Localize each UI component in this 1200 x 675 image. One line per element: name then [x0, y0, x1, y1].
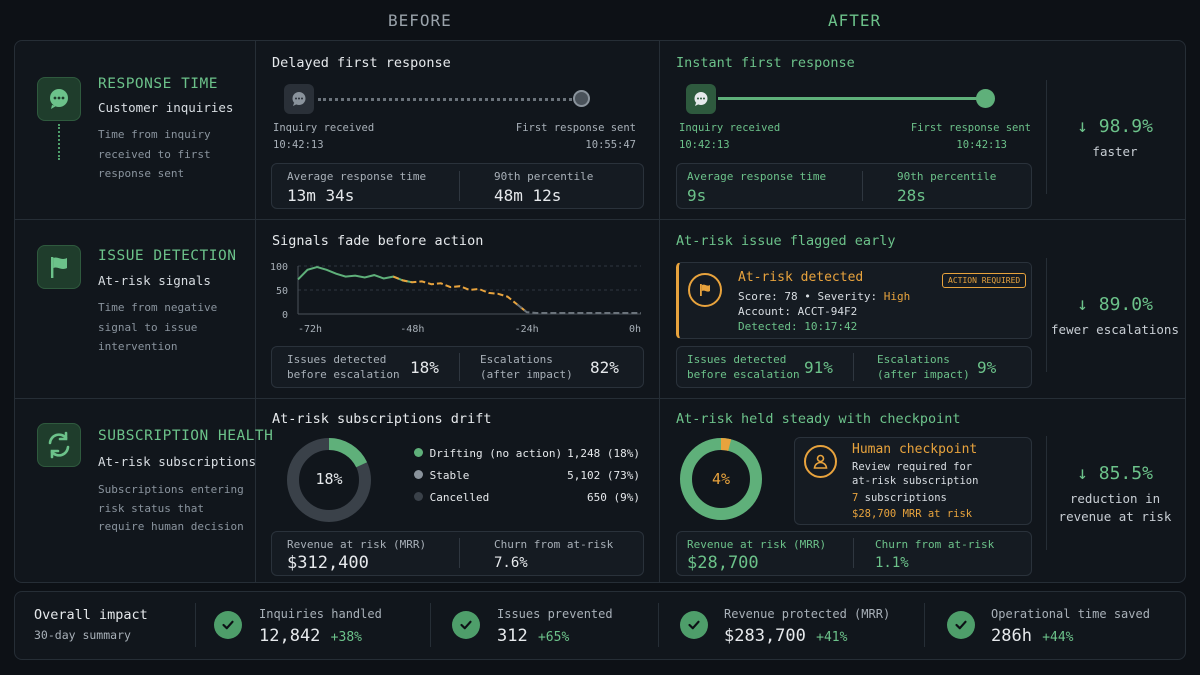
stat-box [676, 346, 1032, 388]
panel-title: Signals fade before action [272, 233, 484, 249]
stat-box [271, 163, 644, 209]
chat-bubble-icon [284, 84, 314, 114]
row-description: Time from negative signal to issue inter… [98, 301, 218, 353]
summary-delta: +44% [1042, 630, 1074, 645]
summary-delta: +38% [330, 630, 362, 645]
summary-subtitle: 30-day summary [34, 628, 131, 642]
row-title-subscription-health: SUBSCRIPTION HEALTH [98, 428, 274, 444]
panel-title: At-risk held steady with checkpoint [676, 411, 961, 427]
panel-title: Delayed first response [272, 55, 451, 71]
alert-title: At-risk detected [738, 270, 864, 285]
row-title-issue-detection: ISSUE DETECTION [98, 248, 237, 264]
check-circle-icon [452, 611, 480, 639]
panel-title: At-risk issue flagged early [676, 233, 896, 249]
p90-value: 28s [897, 186, 926, 205]
churn-value: 7.6% [494, 555, 528, 571]
avg-response-value: 13m 34s [287, 186, 355, 205]
issues-detected-value: 91% [804, 358, 833, 377]
action-required-badge: ACTION REQUIRED [942, 273, 1027, 288]
timeline-solid [718, 97, 978, 100]
signal-series-line [297, 265, 413, 284]
impact-desc: faster [1092, 144, 1138, 159]
mrr-value: $312,400 [287, 553, 369, 573]
y-tick-label: 100 [270, 262, 288, 273]
account-id: Account: ACCT-94F2 [738, 305, 858, 318]
p90-value: 48m 12s [494, 186, 562, 205]
checkpoint-title: Human checkpoint [852, 442, 978, 457]
summary-value: 286h [991, 626, 1032, 646]
person-icon [804, 445, 837, 478]
timeline-end-node [573, 90, 590, 107]
subscription-donut-chart [287, 438, 371, 522]
stat-box [676, 531, 1032, 576]
legend-item: Cancelled 650 (9%) [414, 486, 640, 508]
flag-icon [37, 245, 81, 289]
row-subtitle: Customer inquiries [98, 100, 234, 115]
checkpoint-count: 7 [852, 492, 859, 504]
check-circle-icon [680, 611, 708, 639]
panel-title: At-risk subscriptions drift [272, 411, 492, 427]
row-subtitle: At-risk signals [98, 273, 211, 288]
before-header: BEFORE [388, 11, 452, 30]
subscription-donut-chart [680, 438, 762, 520]
impact-value: ↓ 98.9% [1077, 116, 1153, 137]
avg-response-value: 9s [687, 186, 707, 205]
donut-center-label: 18% [315, 470, 343, 488]
summary-delta: +65% [537, 630, 570, 645]
donut-legend: Drifting (no action) 1,248 (18%) Stable 5,… [414, 442, 640, 508]
checkpoint-mrr: $28,700 MRR at risk [852, 508, 973, 520]
summary-delta: +41% [816, 630, 848, 645]
signal-line-chart: 100 50 0 -72h -48h -24h 0h [270, 262, 641, 335]
row-description: Time from inquiry received to first resp… [98, 128, 211, 180]
summary-value: $283,700 [724, 626, 806, 646]
signal-series-line [392, 275, 528, 313]
stat-box [271, 346, 644, 388]
legend-item: Stable 5,102 (73%) [414, 464, 640, 486]
overall-impact-summary [14, 591, 1186, 660]
churn-value: 1.1% [875, 555, 909, 571]
signal-series-line [516, 303, 641, 314]
x-tick-label: -24h [515, 324, 539, 335]
after-header: AFTER [828, 11, 882, 30]
refresh-icon [37, 423, 81, 467]
chat-bubble-icon [37, 77, 81, 121]
detected-time: Detected: 10:17:42 [738, 320, 858, 333]
escalations-value: 9% [977, 358, 997, 377]
escalations-value: 82% [590, 358, 619, 377]
row-subtitle: At-risk subscriptions [98, 454, 257, 469]
check-circle-icon [947, 611, 975, 639]
legend-item: Drifting (no action) 1,248 (18%) [414, 442, 640, 464]
timeline-dotted [318, 98, 572, 101]
flag-icon [688, 273, 722, 307]
mrr-value: $28,700 [687, 553, 759, 573]
stat-box [676, 163, 1032, 209]
x-tick-label: 0h [629, 324, 641, 335]
impact-desc: fewer escalations [1051, 322, 1179, 337]
summary-title: Overall impact [34, 607, 148, 623]
donut-arc [680, 438, 762, 520]
severity-value: High [883, 290, 911, 303]
y-tick-label: 0 [282, 310, 288, 321]
impact-value: ↓ 89.0% [1077, 294, 1153, 315]
check-circle-icon [214, 611, 242, 639]
summary-value: 12,842 [259, 626, 321, 646]
donut-center-label: 4% [711, 470, 731, 488]
chat-bubble-icon [686, 84, 716, 114]
panel-title: Instant first response [676, 55, 855, 71]
row-description: Subscriptions entering risk status that … [98, 483, 244, 533]
at-risk-alert-card [676, 262, 1032, 339]
x-tick-label: -48h [400, 324, 424, 335]
summary-value: 312 [497, 626, 528, 646]
row-title-response-time: RESPONSE TIME [98, 76, 218, 92]
x-tick-label: -72h [298, 324, 322, 335]
stat-box [271, 531, 644, 576]
timeline-end-node [976, 89, 995, 108]
donut-arc [287, 438, 371, 522]
issues-detected-value: 18% [410, 358, 439, 377]
y-tick-label: 50 [276, 286, 288, 297]
impact-value: ↓ 85.5% [1077, 463, 1153, 484]
